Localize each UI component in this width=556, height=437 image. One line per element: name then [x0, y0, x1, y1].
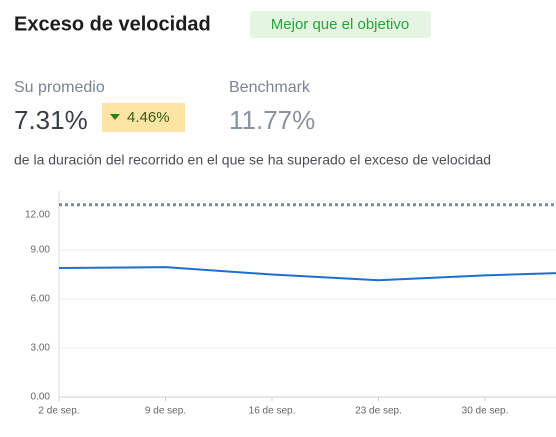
y-tick-label: 12.00 — [25, 210, 50, 221]
down-arrow — [110, 114, 120, 120]
x-tick-label: 23 de sep. — [355, 406, 402, 417]
benchmark-label: Benchmark — [229, 79, 311, 96]
badge: Mejor que el objetivo — [271, 16, 409, 33]
average-label: Su promedio — [14, 79, 105, 96]
description: de la duración del recorrido en el que s… — [14, 152, 491, 168]
average-value: 7.31% — [14, 105, 88, 135]
x-tick-label: 16 de sep. — [249, 406, 296, 417]
y-tick-label: 9.00 — [31, 245, 51, 256]
x-tick-label: 30 de sep. — [462, 406, 509, 417]
x-tick-label: 9 de sep. — [145, 406, 186, 417]
change-value: 4.46% — [127, 109, 170, 126]
x-tick-label: 2 de sep. — [38, 406, 79, 417]
benchmark-value: 11.77% — [229, 105, 315, 135]
y-tick-label: 0.00 — [31, 392, 51, 403]
title: Exceso de velocidad — [14, 13, 211, 35]
y-tick-label: 3.00 — [31, 343, 51, 354]
y-tick-label: 6.00 — [31, 294, 51, 305]
series-line — [59, 266, 556, 282]
badge-bg — [250, 11, 431, 38]
